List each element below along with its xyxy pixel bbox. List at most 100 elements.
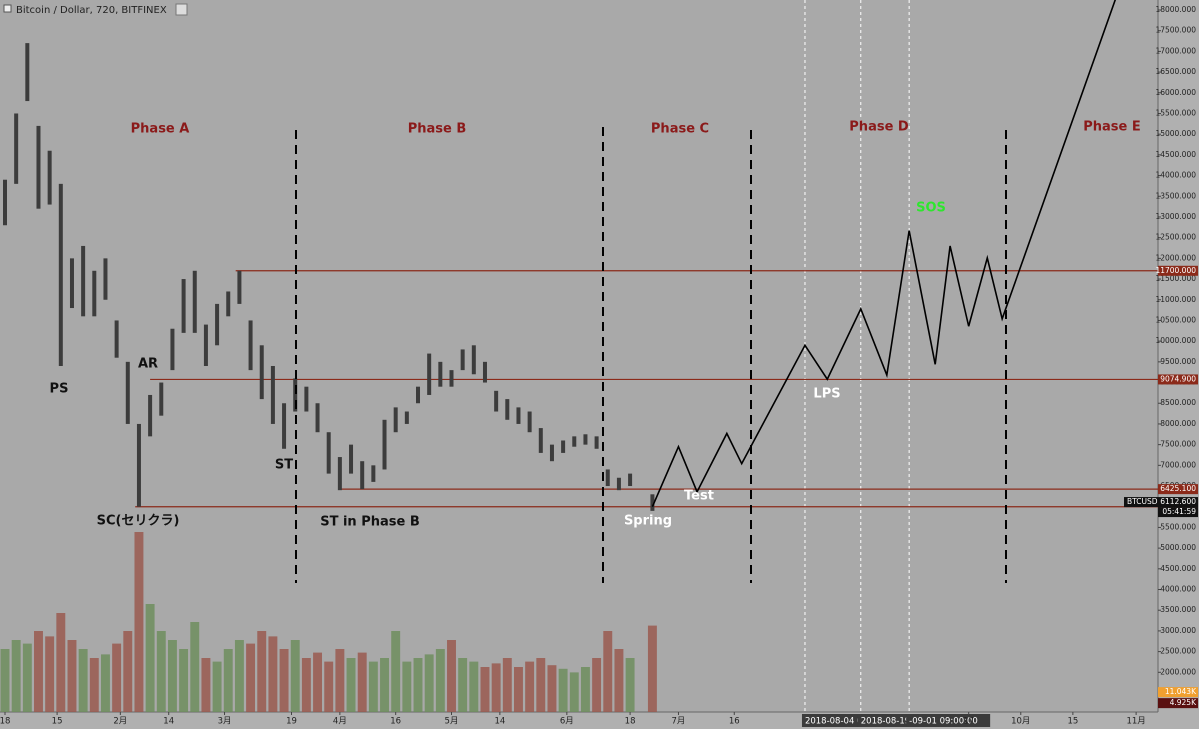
price-bar — [349, 444, 354, 474]
volume-bar — [402, 661, 412, 712]
volume-bar — [179, 649, 189, 712]
y-tick-label: 16500.000 — [1155, 67, 1196, 76]
price-bar — [69, 258, 74, 309]
x-tick-label: 19 — [286, 717, 297, 727]
price-bar — [293, 378, 298, 412]
price-bar — [47, 150, 52, 205]
volume-bar — [380, 658, 389, 712]
x-tick-label: 15 — [52, 717, 63, 727]
x-tick-label: 2018-08-19 09:00:00 — [861, 717, 951, 727]
phase-label: Phase E — [1083, 120, 1141, 135]
volume-bar — [134, 532, 144, 712]
phase-label: Phase C — [651, 122, 709, 137]
volume-bar — [558, 668, 568, 712]
volume-bar — [11, 640, 21, 712]
volume-bar — [368, 661, 378, 712]
price-bar — [549, 444, 554, 462]
price-bar — [203, 324, 208, 366]
y-tick-label: 17500.000 — [1155, 26, 1196, 35]
price-bar — [170, 328, 175, 371]
annotation: Test — [684, 489, 714, 504]
y-tick-label: 17000.000 — [1155, 46, 1196, 55]
price-bar — [315, 403, 320, 433]
price-bar — [583, 434, 588, 445]
y-tick-label: 10000.000 — [1155, 336, 1196, 345]
volume-bar — [424, 654, 434, 712]
x-tick-label: 2月 — [113, 717, 127, 727]
price-bar — [36, 125, 41, 209]
price-bar — [14, 113, 19, 184]
price-bar — [215, 303, 220, 346]
level-label: 6425.100 — [1160, 484, 1196, 493]
price-bar — [516, 407, 521, 424]
price-bar — [471, 345, 476, 375]
phase-label: Phase D — [849, 120, 909, 135]
x-tick-label: 17 — [963, 717, 974, 727]
price-bar — [538, 428, 543, 453]
y-tick-label: 13500.000 — [1155, 191, 1196, 200]
price-bar — [594, 436, 599, 449]
y-tick-label: 2500.000 — [1160, 647, 1196, 656]
price-bar — [438, 361, 443, 387]
x-tick-label: -09-01 09:00:00 — [909, 717, 978, 727]
volume-bar — [223, 649, 233, 712]
price-bar — [460, 349, 465, 371]
volume-bar — [480, 667, 490, 712]
annotation: Spring — [624, 514, 672, 529]
y-tick-label: 12500.000 — [1155, 233, 1196, 242]
y-tick-label: 9500.000 — [1160, 357, 1196, 366]
volume-bar — [112, 643, 122, 712]
volume-bar — [34, 631, 43, 712]
y-tick-label: 11000.000 — [1155, 295, 1196, 304]
y-tick-label: 4000.000 — [1160, 585, 1196, 594]
volume-bar — [45, 636, 55, 712]
level-label: 11700.000 — [1155, 266, 1196, 275]
x-tick-label: 5月 — [445, 717, 459, 727]
volume-bar — [346, 658, 356, 712]
x-tick-label: 6月 — [560, 717, 574, 727]
last-price-name: BTCUSD — [1127, 497, 1158, 506]
price-bar — [404, 411, 409, 424]
volume-bar — [592, 658, 602, 712]
volume-bar — [447, 640, 456, 712]
annotation: ST — [275, 458, 293, 473]
volume-bar — [391, 631, 401, 712]
settings-button[interactable] — [175, 3, 188, 16]
price-bar — [650, 494, 655, 511]
volume-bar — [614, 649, 624, 712]
annotation: SOS — [916, 201, 946, 216]
price-bar — [192, 270, 197, 333]
y-tick-label: 13000.000 — [1155, 212, 1196, 221]
volume-bar — [603, 631, 613, 712]
y-tick-label: 15500.000 — [1155, 108, 1196, 117]
last-price-label: 6112.600 — [1160, 497, 1196, 506]
volume-bar — [469, 661, 479, 712]
y-tick-label: 8000.000 — [1160, 419, 1196, 428]
price-bar — [125, 361, 130, 424]
volume-bar — [290, 640, 300, 712]
price-bar — [449, 370, 454, 387]
x-tick-label: 16 — [729, 717, 740, 727]
price-bar — [114, 320, 119, 358]
y-tick-label: 11500.000 — [1155, 274, 1196, 283]
price-bar — [616, 477, 621, 491]
y-tick-label: 5000.000 — [1160, 543, 1196, 552]
volume-bar — [167, 640, 177, 712]
volume-bar — [324, 661, 334, 712]
volume-label-box — [1158, 687, 1198, 698]
x-tick-label: 7月 — [672, 717, 686, 727]
volume-bar — [569, 672, 579, 712]
price-bar — [259, 345, 264, 400]
y-tick-label: 7000.000 — [1160, 460, 1196, 469]
y-tick-label: 12000.000 — [1155, 253, 1196, 262]
phase-label: Phase B — [408, 122, 467, 137]
volume-bar — [647, 625, 657, 712]
price-bar — [148, 394, 153, 437]
volume-bar — [89, 658, 99, 712]
annotation: AR — [138, 357, 158, 372]
price-bar — [25, 43, 30, 102]
volume-bar — [56, 613, 66, 712]
x-tick-label: 14 — [494, 717, 505, 727]
price-bar — [371, 465, 376, 482]
